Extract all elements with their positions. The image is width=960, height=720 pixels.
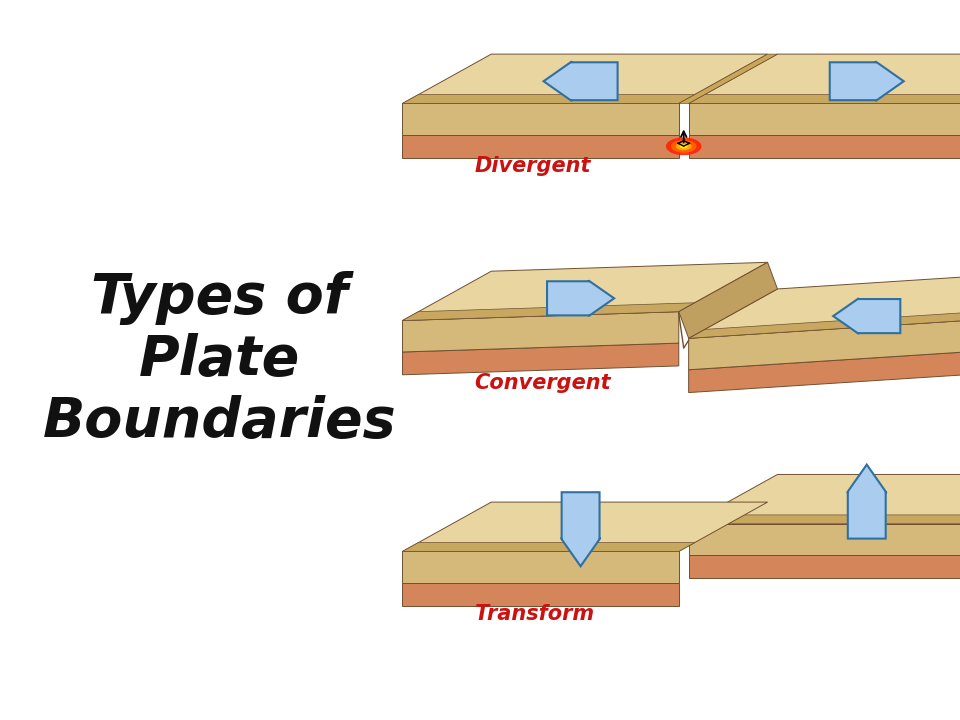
Polygon shape [402,502,768,552]
Polygon shape [688,515,960,524]
Polygon shape [402,343,679,375]
Polygon shape [833,298,900,334]
Polygon shape [688,352,960,392]
Text: Types of
Plate
Boundaries: Types of Plate Boundaries [43,271,396,449]
Polygon shape [829,61,903,101]
Ellipse shape [671,140,697,153]
Ellipse shape [666,138,702,156]
Polygon shape [402,543,695,552]
Polygon shape [688,474,960,524]
Polygon shape [688,271,960,338]
Polygon shape [688,54,960,104]
Polygon shape [402,54,768,104]
Polygon shape [688,135,960,158]
Polygon shape [561,492,600,566]
Polygon shape [679,262,778,338]
Polygon shape [402,94,695,104]
Polygon shape [679,54,778,104]
Polygon shape [402,262,768,320]
Polygon shape [688,524,960,555]
Polygon shape [688,312,960,338]
Polygon shape [688,320,960,370]
Text: Transform: Transform [474,603,593,624]
Polygon shape [547,281,614,316]
Polygon shape [688,104,960,135]
Polygon shape [402,583,679,606]
Polygon shape [402,303,695,320]
Text: Convergent: Convergent [474,373,612,392]
Text: Divergent: Divergent [474,156,591,176]
Ellipse shape [680,144,687,148]
Polygon shape [402,552,679,583]
Polygon shape [402,104,679,135]
Polygon shape [402,312,679,352]
Polygon shape [543,61,617,101]
Polygon shape [847,464,886,539]
Polygon shape [688,94,960,104]
Polygon shape [688,555,960,578]
Polygon shape [402,135,679,158]
Ellipse shape [676,143,691,150]
